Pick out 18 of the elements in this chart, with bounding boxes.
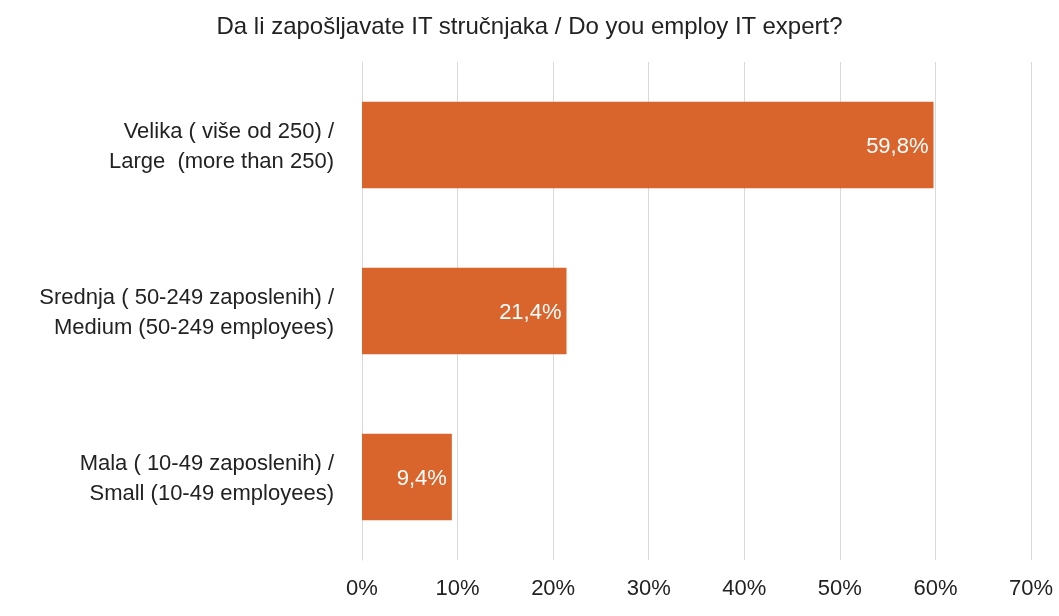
x-tick-label: 0%	[346, 574, 378, 600]
chart-title: Da li zapošljavate IT stručnjaka / Do you employ IT expert?	[216, 11, 843, 39]
data-label: 9,4%	[396, 464, 447, 490]
data-label: 59,8%	[866, 132, 929, 158]
x-tick-label: 30%	[626, 574, 671, 600]
y-tick-label: Velika ( više od 250) / Large (more than 250)	[108, 117, 335, 173]
bar	[362, 267, 567, 355]
x-tick-label: 20%	[531, 574, 576, 600]
bar	[362, 433, 452, 521]
data-label: 21,4%	[499, 298, 562, 324]
x-tick-label: 10%	[435, 574, 480, 600]
y-tick-label: Srednja ( 50-249 zaposlenih) / Medium (50-249 employees)	[39, 283, 335, 339]
x-tick-label: 60%	[913, 574, 958, 600]
x-tick-label: 50%	[817, 574, 862, 600]
x-tick-label: 70%	[1008, 574, 1054, 600]
y-tick-label: Mala ( 10-49 zaposlenih) / Small (10-49 employees)	[79, 449, 335, 505]
bar	[362, 101, 934, 189]
x-tick-label: 40%	[722, 574, 767, 600]
